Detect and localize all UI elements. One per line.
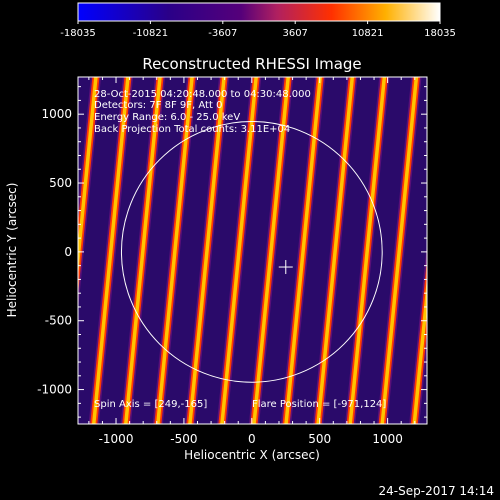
stripe-dark-band <box>440 69 486 433</box>
stripe-yellow-core <box>348 77 387 424</box>
y-tick-label: 500 <box>49 176 72 190</box>
colorbar-ticks: -18035 -10821 -3607 3607 10821 18035 <box>60 21 456 39</box>
stripe-yellow-core <box>124 77 162 424</box>
stripe-yellow-core <box>188 77 226 424</box>
y-tick-label: 0 <box>64 245 72 259</box>
x-tick-label: -500 <box>170 432 197 446</box>
plot-area: -1000 -500 0 500 1000 -1000 -500 0 500 1000 28-O… <box>24 69 500 446</box>
plot-frame <box>77 76 428 425</box>
stripe-yellow-core <box>444 69 483 433</box>
stripe-yellow-core <box>78 77 98 277</box>
x-tick-label: 500 <box>308 432 331 446</box>
flare-marker <box>278 260 293 275</box>
colorbar-tick-label: -10821 <box>133 28 168 39</box>
stripe-yellow-core <box>27 69 66 433</box>
stripe-yellow-core <box>476 69 500 433</box>
colorbar-tick-label: -3607 <box>208 28 237 39</box>
stripe-yellow-core <box>380 77 419 424</box>
stripe-red-band <box>410 258 427 424</box>
stripe-yellow-core <box>412 276 427 424</box>
stripe-red-band <box>442 69 485 433</box>
stripe-yellow-core <box>252 77 290 424</box>
flare-position-label: Flare Position = [-971,124] <box>252 399 386 410</box>
colorbar-tick-label: -18035 <box>60 28 95 39</box>
y-axis-label: Heliocentric Y (arcsec) <box>5 183 19 318</box>
y-tick-label: -1000 <box>37 383 72 397</box>
stripe-yellow-core <box>156 77 194 424</box>
x-tick-label: 0 <box>248 432 256 446</box>
colorbar: -18035 -10821 -3607 3607 10821 18035 <box>60 2 456 39</box>
stripe-red-band <box>78 77 100 295</box>
info-line-detectors: Detectors: 7F 8F 9F, Att 0 <box>94 100 222 111</box>
stripe-yellow-core <box>316 77 355 424</box>
info-line-time: 28-Oct-2015 04:20:48.000 to 04:30:48.000 <box>94 89 311 100</box>
y-tick-label: -500 <box>45 314 72 328</box>
spin-axis-label: Spin Axis = [249,-165] <box>94 399 207 410</box>
chart-title: Reconstructed RHESSI Image <box>142 55 361 73</box>
stripe-dark-band <box>472 69 500 433</box>
colorbar-tick-label: 18035 <box>424 28 456 39</box>
stripe-pattern <box>24 69 500 433</box>
colorbar-tick-label: 3607 <box>282 28 307 39</box>
info-line-energy: Energy Range: 6.0 - 25.0 keV <box>94 112 240 123</box>
info-line-counts: Back Projection Total counts: 3.11E+04 <box>94 124 290 135</box>
x-axis-label: Heliocentric X (arcsec) <box>184 448 320 462</box>
timestamp: 24-Sep-2017 14:14 <box>379 484 494 498</box>
info-text: 28-Oct-2015 04:20:48.000 to 04:30:48.000… <box>94 89 311 135</box>
stripe-yellow-core <box>91 77 130 424</box>
x-tick-label: -1000 <box>99 432 134 446</box>
stripe-yellow-core <box>284 77 323 424</box>
stripe-red-band <box>25 69 68 433</box>
stripe-dark-band <box>409 242 427 424</box>
colorbar-gradient <box>77 2 441 22</box>
stripe-red-band <box>474 69 500 433</box>
stripe-yellow-core <box>220 77 258 424</box>
solar-limb-circle <box>120 121 383 383</box>
x-axis-ticks: -1000 -500 0 500 1000 <box>88 77 416 446</box>
y-axis-ticks: -1000 -500 0 500 1000 <box>37 86 427 418</box>
y-tick-label: 1000 <box>41 107 72 121</box>
colorbar-tick-label: 10821 <box>352 28 384 39</box>
stripe-dark-band <box>24 69 70 433</box>
x-tick-label: 1000 <box>372 432 403 446</box>
